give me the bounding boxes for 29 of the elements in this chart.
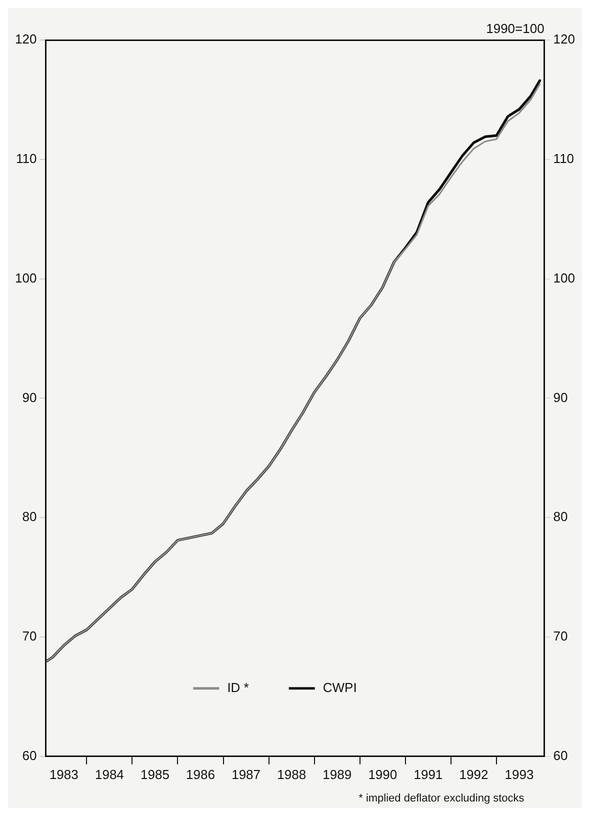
y2-tick-label: 60 — [553, 748, 568, 763]
x-tick-label: 1988 — [277, 766, 306, 782]
x-tick-label: 1985 — [140, 766, 170, 782]
y2-tick-label: 100 — [553, 270, 576, 286]
x-tick-label: 1991 — [414, 766, 443, 782]
y2-tick-label: 90 — [553, 390, 568, 405]
y2-tick-label: 110 — [553, 150, 574, 166]
y-tick-label: 110 — [16, 150, 37, 166]
x-tick-label: 1993 — [504, 766, 534, 782]
y-tick-label: 100 — [14, 270, 37, 286]
y2-tick-label: 120 — [553, 32, 576, 47]
y2-tick-label: 80 — [553, 509, 568, 524]
y-tick-label: 120 — [14, 32, 37, 47]
y-tick-label: 60 — [22, 748, 37, 763]
y2-tick-label: 70 — [553, 628, 568, 644]
y-tick-label: 70 — [22, 628, 37, 644]
y-tick-label: 80 — [22, 509, 37, 524]
legend-label: CWPI — [322, 680, 357, 695]
y-tick-label: 90 — [22, 390, 37, 405]
text: 1990=100 — [486, 21, 544, 36]
x-tick-label: 1990 — [368, 766, 398, 782]
x-tick-label: 1992 — [459, 766, 488, 782]
x-tick-label: 1987 — [232, 766, 261, 782]
legend-label: ID * — [227, 680, 249, 695]
x-tick-label: 1983 — [49, 766, 78, 782]
text: * implied deflator excluding stocks — [358, 792, 525, 805]
x-tick-label: 1989 — [322, 766, 352, 782]
x-tick-label: 1984 — [94, 766, 124, 782]
x-tick-label: 1986 — [186, 766, 215, 782]
